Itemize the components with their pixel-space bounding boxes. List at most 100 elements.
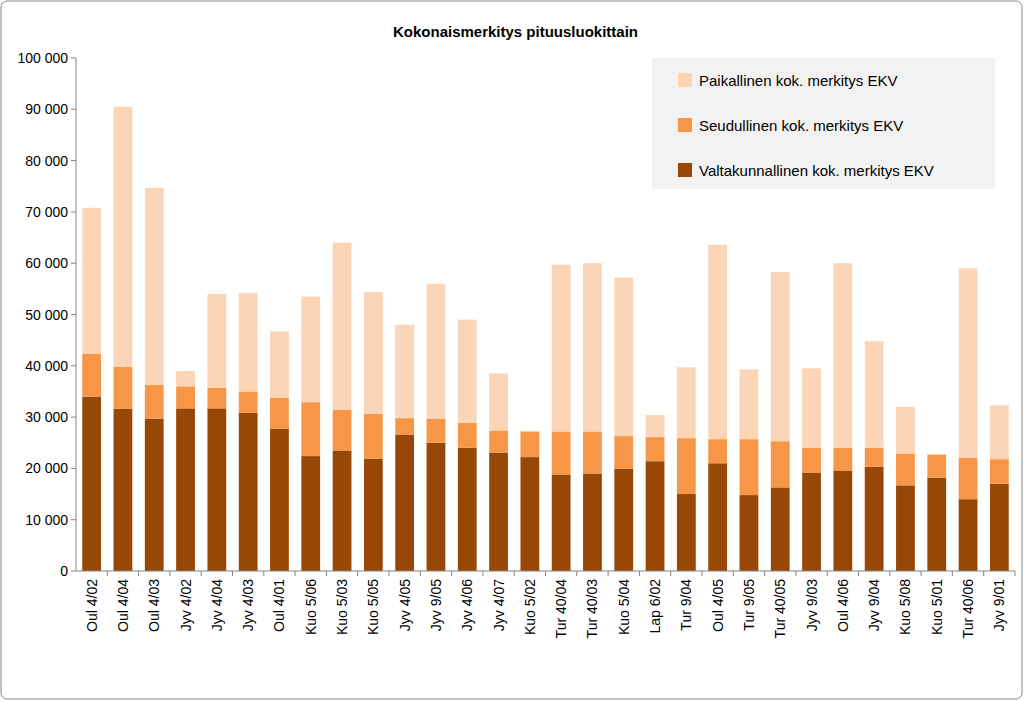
bar-segment xyxy=(833,263,852,448)
x-tick-label: Tur 40/03 xyxy=(584,579,600,639)
x-tick-label: Oul 4/04 xyxy=(115,579,131,632)
y-tick-label: 100 000 xyxy=(17,50,68,66)
bar-segment xyxy=(771,487,790,571)
bar-segment xyxy=(333,243,352,410)
x-tick-label: Jyv 4/06 xyxy=(459,579,475,631)
bar-segment xyxy=(145,385,164,419)
x-tick-label: Tur 40/05 xyxy=(772,579,788,639)
y-tick xyxy=(71,417,76,418)
bar-segment xyxy=(959,268,978,457)
bar-segment xyxy=(865,341,884,448)
bar-segment xyxy=(270,429,289,571)
x-tick-label: Jyv 4/04 xyxy=(209,579,225,631)
bar-segment xyxy=(489,452,508,571)
bar-segment xyxy=(990,484,1009,571)
bar-segment xyxy=(82,208,101,354)
x-tick xyxy=(733,571,734,576)
x-tick xyxy=(420,571,421,576)
bar-segment xyxy=(520,431,539,432)
bar-segment xyxy=(333,450,352,571)
bar-segment xyxy=(489,430,508,452)
x-tick xyxy=(107,571,108,576)
x-tick-label: Jyv 4/02 xyxy=(178,579,194,631)
x-tick xyxy=(357,571,358,576)
bar-segment xyxy=(207,408,226,571)
legend-box xyxy=(652,58,995,189)
bar-segment xyxy=(959,499,978,571)
bar-segment xyxy=(865,448,884,467)
bar-segment xyxy=(301,297,320,403)
chart-frame xyxy=(1,1,1022,699)
bar-segment xyxy=(270,331,289,397)
bar-segment xyxy=(207,294,226,388)
y-tick xyxy=(71,109,76,110)
x-tick xyxy=(858,571,859,576)
bar-segment xyxy=(677,438,696,494)
x-tick-label: Jyv 4/03 xyxy=(240,579,256,631)
bar-segment xyxy=(802,368,821,448)
bar-segment xyxy=(677,367,696,438)
title: Kokonaismerkitys pituusluokittain xyxy=(393,23,638,40)
x-tick xyxy=(827,571,828,576)
legend-label: Seudullinen kok. merkitys EKV xyxy=(699,117,903,134)
x-tick-label: Jyv 9/03 xyxy=(804,579,820,631)
bar-segment xyxy=(82,397,101,571)
x-tick xyxy=(295,571,296,576)
y-tick-label: 80 000 xyxy=(25,153,68,169)
x-tick-label: Oul 4/01 xyxy=(271,579,287,632)
bar-segment xyxy=(364,459,383,571)
bar-segment xyxy=(458,320,477,423)
y-tick-label: 10 000 xyxy=(25,512,68,528)
x-tick-label: Tur 40/04 xyxy=(553,579,569,639)
bar-segment xyxy=(239,391,258,413)
bar-segment xyxy=(802,448,821,473)
bar-segment xyxy=(427,443,446,571)
bar-segment xyxy=(583,474,602,571)
y-tick-label: 70 000 xyxy=(25,204,68,220)
bar-segment xyxy=(145,188,164,385)
bar-segment xyxy=(614,278,633,437)
x-tick xyxy=(764,571,765,576)
bar-segment xyxy=(552,475,571,571)
bar-segment xyxy=(677,494,696,571)
x-tick xyxy=(952,571,953,576)
bar-segment xyxy=(896,454,915,486)
x-tick-label: Kuo 5/05 xyxy=(365,579,381,635)
bar-segment xyxy=(802,473,821,571)
bar-segment xyxy=(614,436,633,469)
y-tick xyxy=(71,519,76,520)
y-tick-label: 20 000 xyxy=(25,460,68,476)
x-tick-label: Tur 9/05 xyxy=(741,579,757,631)
bar-segment xyxy=(708,463,727,571)
bar-segment xyxy=(458,448,477,571)
bar-segment xyxy=(990,405,1009,459)
bar-segment xyxy=(740,495,759,571)
bar-segment xyxy=(833,448,852,471)
x-tick-label: Kuo 5/06 xyxy=(303,579,319,635)
bar-segment xyxy=(520,431,539,457)
x-tick xyxy=(169,571,170,576)
bar-segment xyxy=(865,467,884,571)
x-tick xyxy=(201,571,202,576)
bar-segment xyxy=(301,402,320,456)
x-tick xyxy=(639,571,640,576)
x-tick-label: Lap 6/02 xyxy=(647,579,663,634)
x-tick xyxy=(983,571,984,576)
y-tick-label: 90 000 xyxy=(25,101,68,117)
x-tick xyxy=(545,571,546,576)
bar-segment xyxy=(489,373,508,430)
x-tick-label: Kuo 5/04 xyxy=(616,579,632,635)
bar-segment xyxy=(959,458,978,500)
bar-segment xyxy=(583,431,602,473)
bar-segment xyxy=(927,478,946,571)
x-tick-label: Jyv 4/05 xyxy=(397,579,413,631)
bar-segment xyxy=(740,439,759,495)
x-tick-label: Tur 40/06 xyxy=(960,579,976,639)
x-tick-label: Kuo 5/02 xyxy=(522,579,538,635)
legend-swatch xyxy=(678,163,692,177)
y-tick-label: 30 000 xyxy=(25,409,68,425)
bar-segment xyxy=(708,245,727,439)
y-tick-label: 60 000 xyxy=(25,255,68,271)
bar-segment xyxy=(990,459,1009,484)
x-tick-label: Jyv 4/07 xyxy=(491,579,507,631)
